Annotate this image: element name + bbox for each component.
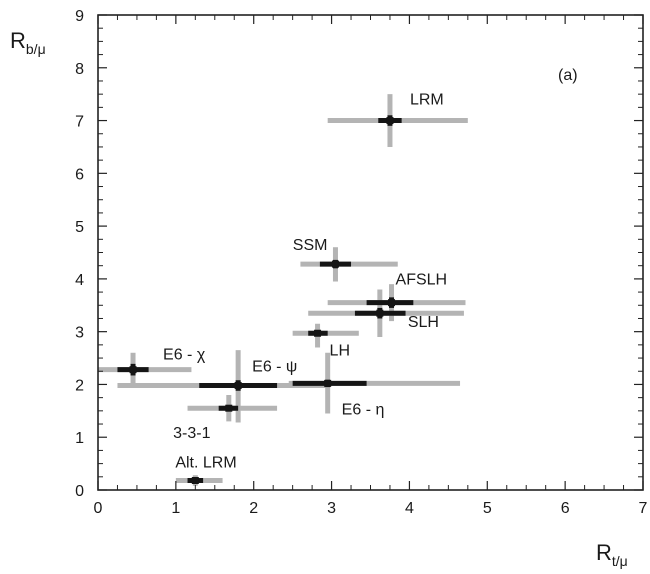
data-point-marker bbox=[234, 382, 242, 389]
x-axis-title-sub: t/μ bbox=[612, 553, 628, 569]
y-axis-title-sub: b/μ bbox=[26, 41, 46, 57]
data-point-marker bbox=[324, 379, 332, 387]
point-labels-layer: LRM SSM AFSLH SLH LH E6 - χ E6 - ψ E6 - η 3-3-1 A… bbox=[163, 92, 447, 472]
y-tick-label: 5 bbox=[75, 219, 84, 236]
data-point-marker bbox=[225, 404, 233, 412]
y-tick-label: 6 bbox=[75, 166, 84, 183]
y-tick-label: 8 bbox=[75, 61, 84, 78]
point-label: E6 - η bbox=[342, 401, 385, 418]
y-tick-label: 3 bbox=[75, 325, 84, 342]
point-label: Alt. LRM bbox=[175, 455, 236, 472]
x-axis-title-main: R bbox=[596, 540, 612, 565]
x-tick-label: 4 bbox=[405, 500, 414, 517]
x-tick-label: 5 bbox=[483, 500, 492, 517]
y-tick-label: 9 bbox=[75, 8, 84, 25]
data-point-marker bbox=[376, 309, 384, 317]
y-tick-label: 0 bbox=[75, 483, 84, 500]
data-point-marker bbox=[129, 366, 137, 374]
y-tick-label: 2 bbox=[75, 377, 84, 394]
panel-label: (a) bbox=[558, 67, 578, 84]
point-label: AFSLH bbox=[396, 272, 448, 289]
data-point-marker bbox=[314, 329, 322, 337]
point-label: SSM bbox=[293, 237, 328, 254]
data-point-marker bbox=[331, 260, 339, 268]
y-axis-title: Rb/μ bbox=[10, 28, 46, 57]
point-label: LRM bbox=[410, 92, 444, 109]
data-point-marker bbox=[388, 299, 396, 307]
point-label: E6 - χ bbox=[163, 347, 206, 364]
y-tick-label: 4 bbox=[75, 272, 84, 289]
point-label: SLH bbox=[408, 314, 439, 331]
error-bars-layer bbox=[98, 94, 468, 486]
plot-frame bbox=[97, 14, 644, 491]
x-tick-label: 2 bbox=[249, 500, 258, 517]
x-tick-label: 6 bbox=[561, 500, 570, 517]
x-tick-label: 1 bbox=[171, 500, 180, 517]
x-tick-label: 3 bbox=[327, 500, 336, 517]
point-label: 3-3-1 bbox=[173, 425, 210, 442]
ticks-layer: 0 1 2 3 4 5 6 7 0 1 2 3 4 5 6 7 8 9 bbox=[75, 8, 647, 517]
x-axis-title: Rt/μ bbox=[596, 540, 628, 569]
y-tick-label: 7 bbox=[75, 114, 84, 131]
data-point-marker bbox=[191, 477, 199, 484]
y-tick-label: 1 bbox=[75, 430, 84, 447]
data-point-marker bbox=[386, 117, 394, 125]
point-label: E6 - ψ bbox=[252, 359, 297, 376]
x-tick-label: 0 bbox=[94, 500, 103, 517]
y-axis-title-main: R bbox=[10, 28, 26, 53]
x-tick-label: 7 bbox=[639, 500, 648, 517]
point-label: LH bbox=[330, 342, 350, 359]
